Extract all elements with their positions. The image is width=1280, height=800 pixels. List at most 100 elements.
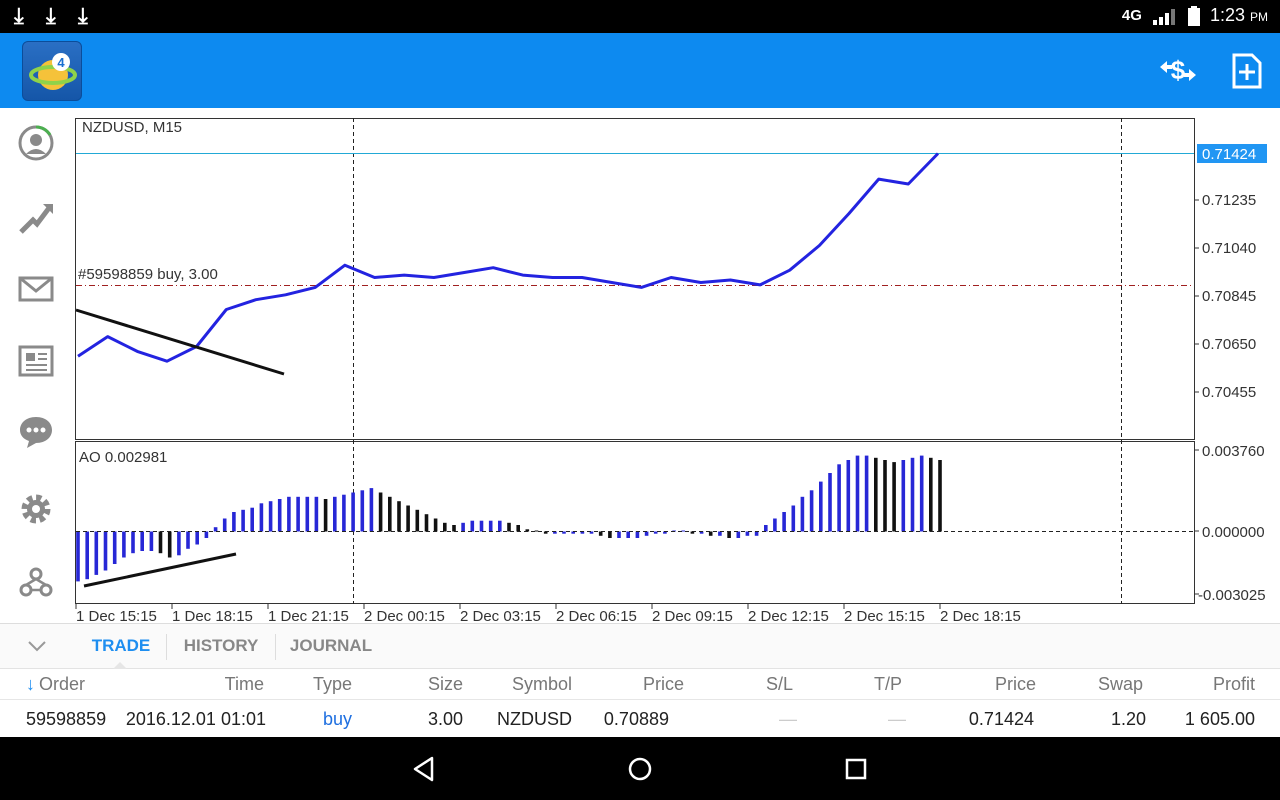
ao-bar — [736, 531, 741, 538]
time-tick: 2 Dec 03:15 — [460, 608, 541, 623]
cell-type: buy — [322, 709, 352, 729]
ao-bar — [131, 531, 135, 554]
ao-bar — [773, 518, 777, 532]
ao-bar — [232, 512, 236, 532]
metatrader-logo-icon[interactable]: 4 — [22, 41, 82, 101]
col-price-current[interactable]: Price — [994, 674, 1036, 694]
sort-down-arrow-icon[interactable]: ↓ — [26, 674, 35, 694]
col-sl[interactable]: S/L — [765, 674, 793, 694]
price-chart[interactable]: NZDUSD, M15 #59598859 buy, 3.00 AO 0.002… — [0, 108, 1280, 623]
ao-bar — [516, 525, 520, 532]
ao-bar — [589, 531, 594, 534]
tab-history[interactable]: HISTORY — [183, 636, 259, 655]
ao-bar — [479, 520, 484, 532]
ao-bar — [85, 531, 89, 580]
trade-icon[interactable] — [17, 198, 55, 236]
ao-bar — [314, 496, 319, 532]
ao-bar — [663, 531, 667, 534]
col-order[interactable]: Order — [39, 674, 86, 694]
ao-bar — [406, 505, 410, 532]
price-axis: 0.71235 0.71040 0.70845 0.70650 0.70455 — [1194, 192, 1256, 401]
trendline-ao[interactable] — [83, 552, 237, 588]
ao-bar — [809, 490, 814, 532]
ao-bar — [323, 499, 328, 532]
ao-bar — [598, 531, 603, 536]
active-tab-marker — [112, 662, 128, 670]
ao-bar — [195, 531, 199, 545]
account-icon[interactable] — [17, 124, 55, 162]
price-tick: 0.71235 — [1202, 192, 1256, 209]
ao-bar — [122, 531, 126, 558]
ao-bar — [277, 499, 282, 532]
ao-bar — [149, 531, 154, 551]
col-time[interactable]: Time — [224, 674, 264, 694]
cell-size: 3.00 — [427, 709, 463, 729]
ao-bar — [360, 490, 365, 532]
community-icon[interactable] — [17, 564, 55, 602]
ao-tick: 0.003760 — [1202, 443, 1265, 460]
ao-bar — [333, 496, 337, 532]
ao-bar — [342, 494, 346, 532]
news-icon[interactable] — [17, 342, 55, 380]
col-tp[interactable]: T/P — [873, 674, 902, 694]
ao-bar — [213, 527, 218, 532]
col-size[interactable]: Size — [427, 674, 463, 694]
ao-axis: 0.003760 0.000000 -0.003025 — [1194, 443, 1266, 604]
mail-icon[interactable] — [17, 270, 55, 308]
ao-bar — [791, 505, 796, 532]
cell-order: 59598859 — [26, 709, 107, 729]
ao-bar — [388, 496, 392, 532]
new-order-icon[interactable] — [1226, 53, 1266, 89]
price-tick: 0.70455 — [1202, 384, 1256, 401]
price-series-line — [77, 152, 940, 363]
back-icon[interactable] — [410, 755, 438, 783]
ao-bar — [296, 496, 300, 532]
trendline-price[interactable] — [75, 308, 285, 376]
app-bar: 4 $ — [0, 33, 1280, 108]
col-price-open[interactable]: Price — [642, 674, 684, 694]
col-type[interactable]: Type — [312, 674, 352, 694]
quotes-icon[interactable]: $ — [1158, 53, 1198, 89]
svg-text:$: $ — [1171, 55, 1186, 85]
col-swap[interactable]: Swap — [1097, 674, 1143, 694]
ao-bar — [883, 460, 887, 532]
ao-bar — [745, 531, 750, 536]
ao-bar — [929, 457, 933, 532]
chat-icon[interactable] — [17, 413, 55, 451]
price-tick: 0.71040 — [1202, 240, 1256, 257]
ao-bar — [727, 531, 731, 538]
ao-bar — [186, 531, 190, 549]
ao-bar — [892, 462, 896, 532]
chart-area[interactable]: NZDUSD, M15 #59598859 buy, 3.00 AO 0.002… — [0, 108, 1280, 623]
ao-bar — [443, 522, 447, 532]
download-icon: ⤓ — [78, 3, 88, 28]
cell-sl: — — [779, 709, 797, 729]
symbol-label: NZDUSD, M15 — [82, 119, 182, 136]
ao-bar — [855, 455, 860, 532]
ao-tick: 0.000000 — [1202, 524, 1265, 541]
trade-table-header: ↓ Order Time Type Size Symbol Price S/L … — [0, 669, 1280, 700]
col-profit[interactable]: Profit — [1212, 674, 1255, 694]
ao-bar — [938, 460, 942, 532]
ao-bar — [76, 531, 80, 582]
ao-bar — [617, 531, 621, 538]
ao-bar — [644, 531, 649, 536]
chevron-down-icon[interactable] — [26, 638, 48, 654]
current-price-value: 0.71424 — [1202, 146, 1256, 163]
tab-trade[interactable]: TRADE — [91, 636, 151, 655]
ao-bar — [653, 531, 658, 534]
ao-bar — [241, 509, 245, 532]
ao-bar — [782, 512, 786, 532]
ao-bar — [846, 460, 851, 532]
tab-journal[interactable]: JOURNAL — [289, 636, 373, 655]
table-row[interactable]: 59598859 2016.12.01 01:01 buy 3.00 NZDUS… — [0, 701, 1280, 737]
cell-price-current: 0.71424 — [968, 709, 1034, 729]
system-nav-bar — [0, 737, 1280, 800]
ao-bar — [507, 522, 511, 532]
col-symbol[interactable]: Symbol — [511, 674, 572, 694]
home-icon[interactable] — [626, 755, 654, 783]
ao-bar — [626, 531, 630, 538]
terminal-tabbar: TRADE HISTORY JOURNAL — [0, 623, 1280, 670]
settings-icon[interactable] — [17, 490, 55, 528]
recents-icon[interactable] — [842, 755, 870, 783]
